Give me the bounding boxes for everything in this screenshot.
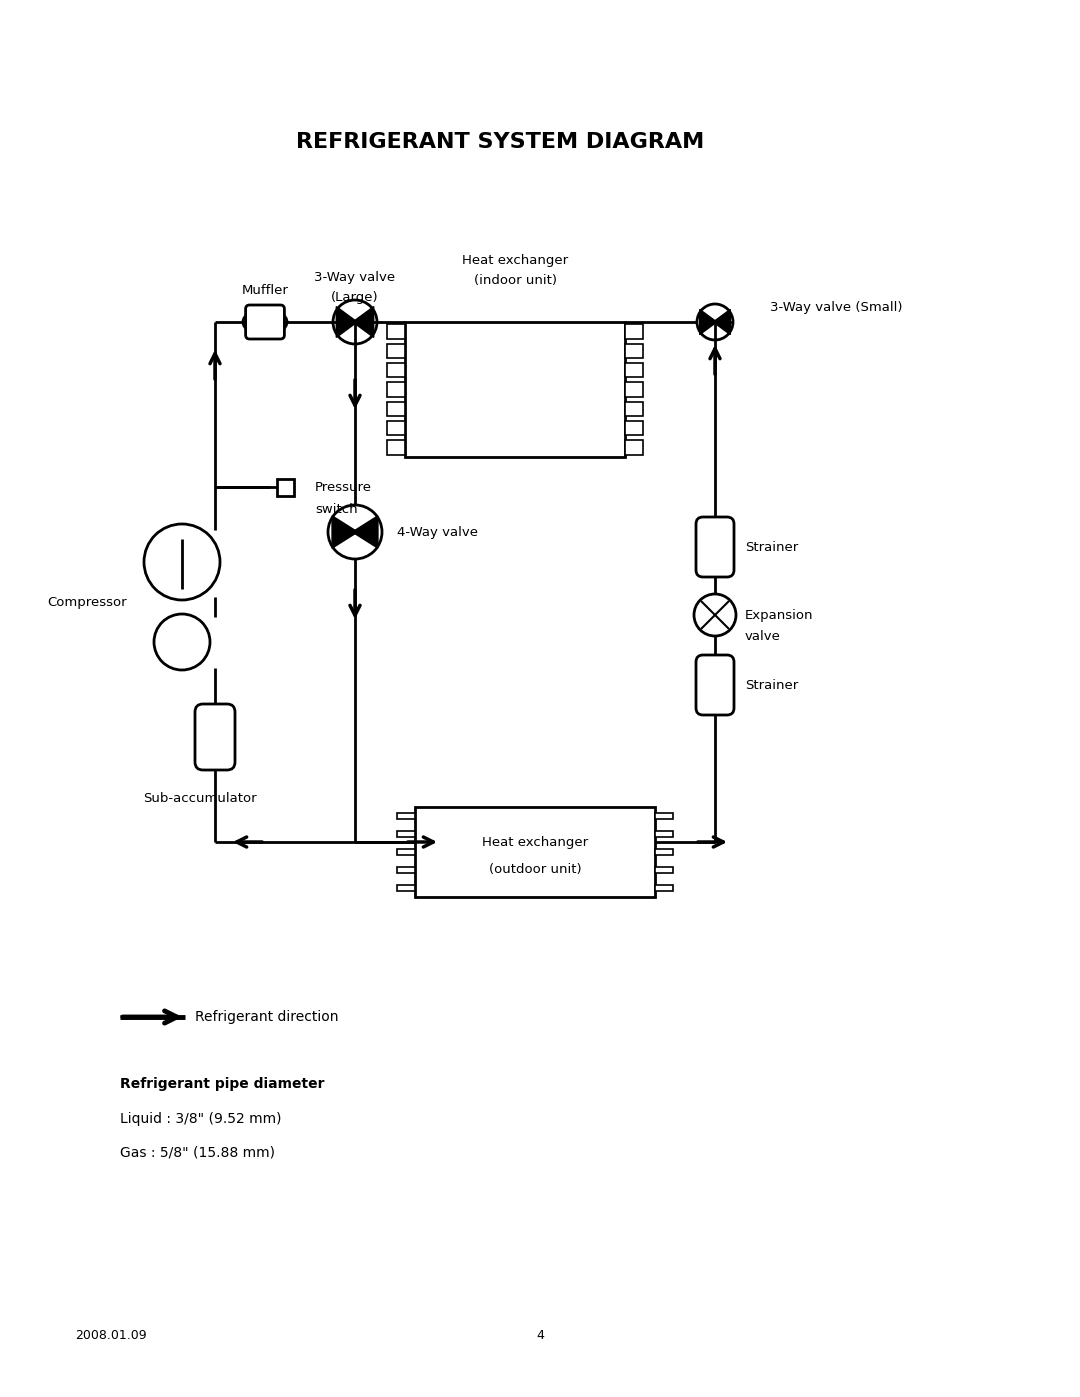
- Text: Pressure: Pressure: [315, 481, 372, 493]
- Text: Sub-accumulator: Sub-accumulator: [144, 792, 257, 805]
- FancyBboxPatch shape: [625, 383, 643, 397]
- Polygon shape: [353, 306, 374, 338]
- FancyBboxPatch shape: [387, 363, 405, 377]
- Circle shape: [694, 594, 735, 636]
- Polygon shape: [336, 306, 357, 338]
- Text: Muffler: Muffler: [242, 284, 288, 298]
- FancyBboxPatch shape: [696, 655, 734, 715]
- Text: Liquid : 3/8" (9.52 mm): Liquid : 3/8" (9.52 mm): [120, 1112, 282, 1126]
- Polygon shape: [713, 309, 730, 335]
- FancyBboxPatch shape: [387, 344, 405, 358]
- FancyBboxPatch shape: [387, 383, 405, 397]
- FancyBboxPatch shape: [625, 440, 643, 454]
- Text: 4: 4: [536, 1329, 544, 1343]
- FancyBboxPatch shape: [387, 401, 405, 416]
- Circle shape: [154, 615, 210, 671]
- FancyBboxPatch shape: [625, 363, 643, 377]
- Text: 4-Way valve: 4-Way valve: [397, 525, 478, 538]
- Ellipse shape: [243, 309, 287, 335]
- Text: (Large): (Large): [332, 291, 379, 305]
- Polygon shape: [332, 515, 357, 548]
- Text: switch: switch: [315, 503, 357, 515]
- FancyBboxPatch shape: [654, 886, 673, 891]
- FancyBboxPatch shape: [276, 479, 294, 496]
- FancyBboxPatch shape: [654, 813, 673, 819]
- Text: (outdoor unit): (outdoor unit): [488, 863, 581, 876]
- Text: Strainer: Strainer: [745, 679, 798, 692]
- Circle shape: [328, 504, 382, 559]
- FancyBboxPatch shape: [387, 440, 405, 454]
- FancyBboxPatch shape: [625, 324, 643, 339]
- Text: Gas : 5/8" (15.88 mm): Gas : 5/8" (15.88 mm): [120, 1146, 275, 1160]
- FancyBboxPatch shape: [405, 321, 625, 457]
- Polygon shape: [352, 515, 378, 548]
- FancyBboxPatch shape: [397, 831, 415, 837]
- FancyBboxPatch shape: [625, 344, 643, 358]
- Text: valve: valve: [745, 630, 781, 644]
- Text: Compressor: Compressor: [48, 595, 127, 609]
- FancyBboxPatch shape: [397, 886, 415, 891]
- FancyBboxPatch shape: [696, 517, 734, 577]
- FancyBboxPatch shape: [397, 849, 415, 855]
- Text: REFRIGERANT SYSTEM DIAGRAM: REFRIGERANT SYSTEM DIAGRAM: [296, 131, 704, 152]
- FancyBboxPatch shape: [397, 868, 415, 873]
- Text: Strainer: Strainer: [745, 541, 798, 553]
- Circle shape: [144, 524, 220, 599]
- FancyBboxPatch shape: [654, 831, 673, 837]
- FancyBboxPatch shape: [625, 401, 643, 416]
- FancyBboxPatch shape: [245, 305, 284, 339]
- FancyBboxPatch shape: [387, 420, 405, 436]
- Text: Refrigerant direction: Refrigerant direction: [195, 1010, 338, 1024]
- FancyBboxPatch shape: [387, 324, 405, 339]
- FancyBboxPatch shape: [415, 807, 654, 897]
- Text: (indoor unit): (indoor unit): [473, 274, 556, 286]
- Polygon shape: [700, 309, 717, 335]
- FancyBboxPatch shape: [654, 849, 673, 855]
- Text: Refrigerant pipe diameter: Refrigerant pipe diameter: [120, 1077, 324, 1091]
- FancyBboxPatch shape: [625, 420, 643, 436]
- Text: Expansion: Expansion: [745, 609, 813, 622]
- FancyBboxPatch shape: [654, 868, 673, 873]
- Text: Heat exchanger: Heat exchanger: [462, 254, 568, 267]
- FancyBboxPatch shape: [397, 813, 415, 819]
- FancyBboxPatch shape: [195, 704, 235, 770]
- Text: 3-Way valve (Small): 3-Way valve (Small): [770, 300, 903, 313]
- Circle shape: [333, 300, 377, 344]
- Text: Heat exchanger: Heat exchanger: [482, 835, 589, 848]
- Text: 2008.01.09: 2008.01.09: [75, 1329, 147, 1343]
- Circle shape: [697, 305, 733, 339]
- Text: 3-Way valve: 3-Way valve: [314, 271, 395, 284]
